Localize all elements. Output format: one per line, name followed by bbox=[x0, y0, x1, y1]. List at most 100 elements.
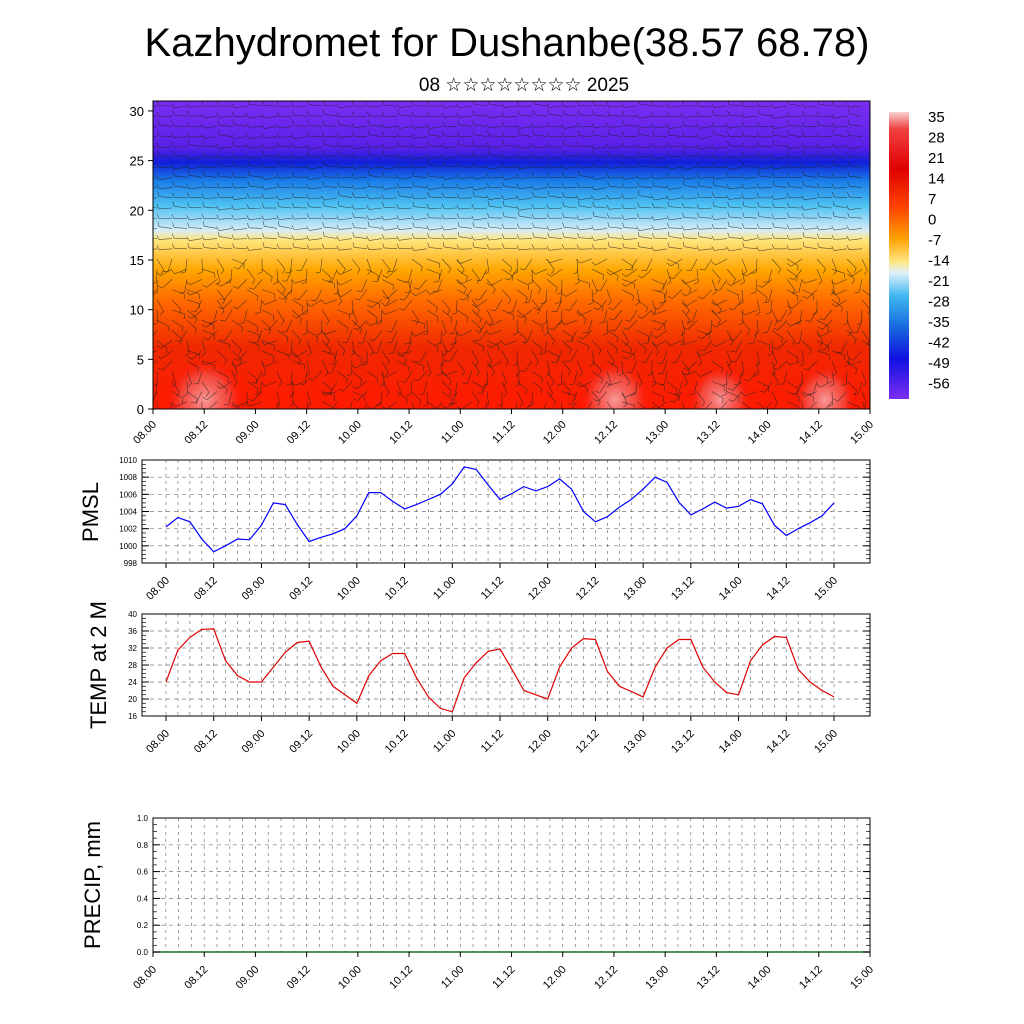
wind-barb bbox=[459, 226, 473, 229]
wind-barb bbox=[246, 370, 258, 380]
wind-barb-flag bbox=[501, 162, 505, 168]
wind-barb bbox=[428, 237, 443, 239]
wind-barb-flag bbox=[396, 215, 400, 220]
wind-barb-flag bbox=[607, 301, 612, 306]
wind-barb bbox=[338, 115, 353, 118]
wind-barb-flag bbox=[181, 327, 184, 333]
wind-barb bbox=[825, 401, 833, 409]
wind-barb bbox=[429, 134, 443, 137]
wind-barb bbox=[474, 187, 488, 191]
wind-barb bbox=[321, 360, 329, 373]
wind-barb-flag bbox=[396, 163, 400, 169]
wind-barb-flag bbox=[336, 141, 340, 147]
wind-barb bbox=[767, 320, 773, 333]
wind-barb-flag bbox=[261, 143, 265, 149]
wind-barb-flag bbox=[693, 281, 699, 285]
wind-barb bbox=[444, 165, 458, 168]
wind-barb bbox=[594, 238, 608, 241]
wind-barb bbox=[203, 206, 218, 209]
wind-barb-flag bbox=[420, 266, 423, 272]
wind-barb bbox=[819, 104, 833, 107]
wind-barb bbox=[820, 381, 833, 388]
wind-barb bbox=[714, 206, 728, 209]
wind-barb bbox=[309, 146, 323, 150]
wind-barb-flag bbox=[472, 129, 475, 135]
wind-barb-flag bbox=[696, 173, 700, 179]
wind-barb bbox=[729, 237, 743, 239]
wind-barb-flag bbox=[847, 109, 850, 115]
wind-barb bbox=[231, 319, 243, 328]
wind-barb bbox=[486, 309, 494, 322]
wind-barb-flag bbox=[592, 150, 595, 156]
wind-barb bbox=[783, 371, 788, 384]
wind-barb-flag bbox=[625, 341, 629, 346]
wind-barb bbox=[531, 319, 544, 328]
wind-barb bbox=[216, 258, 225, 271]
wind-barb-flag bbox=[637, 241, 640, 247]
wind-barb-flag bbox=[321, 299, 325, 305]
wind-barb-flag bbox=[276, 101, 280, 107]
wind-barb-flag bbox=[396, 235, 400, 241]
wind-barb-flag bbox=[653, 328, 659, 331]
wind-barb bbox=[471, 350, 479, 363]
wind-barb bbox=[249, 217, 263, 220]
wind-barb-flag bbox=[771, 124, 775, 129]
wind-barb bbox=[715, 299, 728, 306]
wind-barb-flag bbox=[231, 103, 235, 109]
x-tick-label: 13.00 bbox=[643, 419, 671, 447]
wind-barb bbox=[324, 154, 338, 158]
wind-barb-flag bbox=[659, 383, 665, 386]
temperature-field bbox=[153, 101, 870, 409]
wind-barb-flag bbox=[621, 183, 625, 189]
wind-barb bbox=[533, 156, 548, 159]
wind-barb bbox=[475, 299, 488, 308]
wind-barb bbox=[591, 299, 604, 307]
wind-barb-flag bbox=[424, 323, 426, 329]
wind-barb bbox=[369, 134, 383, 137]
wind-barb-flag bbox=[592, 211, 595, 217]
wind-barb-flag bbox=[546, 121, 550, 127]
wind-barb bbox=[351, 370, 363, 380]
wind-barb-flag bbox=[738, 322, 744, 326]
wind-barb-flag bbox=[336, 112, 340, 118]
wind-barb bbox=[729, 166, 743, 170]
wind-barb bbox=[293, 125, 308, 127]
x-tick-label: 13.12 bbox=[695, 419, 723, 447]
wind-barb bbox=[381, 279, 394, 286]
wind-barb bbox=[276, 330, 289, 338]
wind-barb bbox=[443, 115, 458, 118]
wind-barb bbox=[773, 135, 788, 137]
wind-barb bbox=[291, 350, 301, 361]
wind-barb bbox=[837, 391, 848, 402]
wind-barb-flag bbox=[397, 141, 400, 147]
wind-barb bbox=[834, 248, 848, 251]
wind-barb-flag bbox=[268, 329, 272, 335]
wind-barb-flag bbox=[683, 382, 688, 387]
wind-barb bbox=[669, 126, 683, 129]
wind-barb bbox=[300, 258, 308, 271]
wind-barb bbox=[613, 299, 623, 310]
wind-barb-flag bbox=[751, 271, 757, 274]
wind-barb-flag bbox=[412, 171, 415, 177]
wind-barb-flag bbox=[472, 242, 475, 248]
wind-barb-flag bbox=[817, 242, 820, 248]
wind-barb bbox=[623, 227, 638, 229]
wind-barb bbox=[195, 391, 203, 404]
wind-barb-flag bbox=[727, 232, 730, 238]
wind-barb bbox=[639, 195, 653, 199]
wind-barb bbox=[369, 226, 383, 229]
wind-barb bbox=[818, 125, 833, 127]
wind-barb-flag bbox=[831, 246, 835, 251]
wind-barb-flag bbox=[411, 215, 415, 221]
wind-barb-flag bbox=[862, 403, 867, 408]
wind-barb-flag bbox=[742, 161, 745, 167]
wind-barb-flag bbox=[592, 201, 595, 207]
wind-barb bbox=[474, 103, 488, 107]
wind-barb bbox=[411, 360, 425, 367]
wind-barb-flag bbox=[597, 401, 601, 407]
wind-barb bbox=[444, 370, 458, 376]
wind-barb-flag bbox=[606, 204, 610, 210]
wind-barb bbox=[339, 154, 353, 158]
wind-barb bbox=[218, 196, 233, 199]
wind-barb-flag bbox=[527, 281, 533, 285]
